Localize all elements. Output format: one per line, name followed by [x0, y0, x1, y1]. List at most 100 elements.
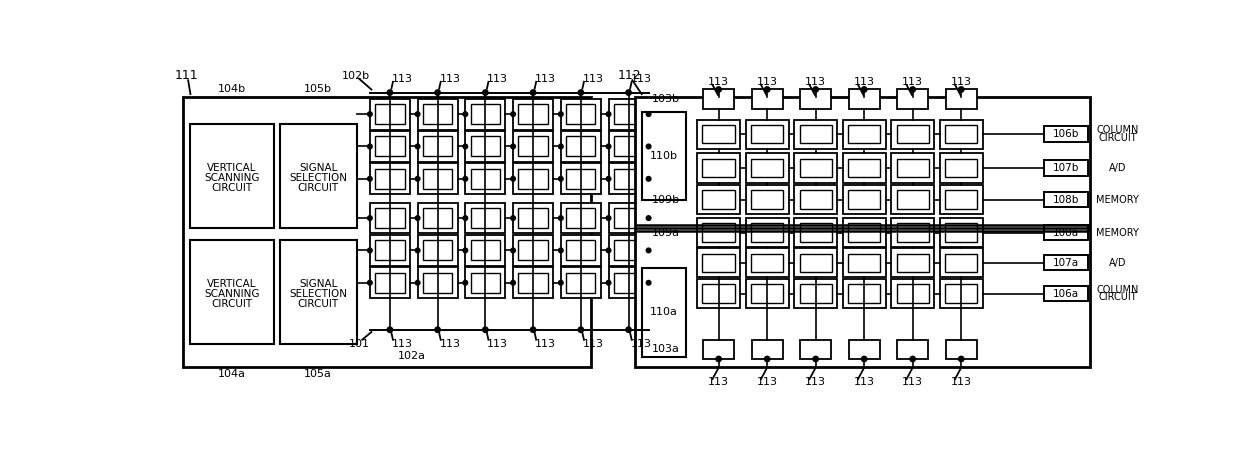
Bar: [848, 125, 880, 143]
Bar: [892, 248, 934, 277]
Text: 110a: 110a: [650, 308, 678, 318]
Bar: [423, 104, 453, 124]
Circle shape: [765, 356, 770, 361]
Bar: [892, 279, 934, 308]
Text: 108a: 108a: [1053, 228, 1079, 238]
Bar: [641, 268, 686, 356]
Bar: [892, 185, 934, 214]
Bar: [751, 254, 784, 272]
Circle shape: [910, 87, 915, 92]
Circle shape: [646, 144, 651, 149]
Text: COLUMN: COLUMN: [1096, 285, 1138, 295]
Bar: [191, 124, 274, 228]
Text: 113: 113: [487, 74, 508, 84]
Bar: [423, 240, 453, 260]
Text: 112: 112: [618, 69, 641, 82]
Bar: [191, 239, 274, 344]
Bar: [471, 104, 500, 124]
Bar: [843, 248, 885, 277]
Bar: [609, 203, 649, 234]
Bar: [940, 120, 983, 149]
Bar: [703, 125, 735, 143]
Circle shape: [606, 176, 611, 181]
Circle shape: [715, 356, 722, 361]
Circle shape: [646, 176, 651, 181]
Bar: [945, 284, 977, 303]
Bar: [800, 340, 831, 359]
Bar: [703, 191, 735, 209]
Bar: [376, 208, 404, 228]
Bar: [751, 125, 784, 143]
Text: CIRCUIT: CIRCUIT: [1099, 133, 1137, 143]
Circle shape: [511, 176, 516, 181]
Text: 113: 113: [630, 339, 651, 349]
Text: 113: 113: [951, 377, 972, 387]
Bar: [897, 191, 929, 209]
Bar: [560, 235, 601, 266]
Bar: [376, 137, 404, 156]
Bar: [465, 235, 506, 266]
Bar: [614, 169, 644, 189]
Text: 113: 113: [903, 377, 924, 387]
Bar: [697, 185, 740, 214]
Bar: [843, 218, 885, 247]
Bar: [423, 208, 453, 228]
Bar: [794, 154, 837, 183]
Bar: [376, 240, 404, 260]
Bar: [513, 131, 553, 162]
Bar: [567, 273, 595, 293]
Text: 113: 113: [583, 74, 604, 84]
Text: 113: 113: [708, 377, 729, 387]
Bar: [940, 279, 983, 308]
Text: 113: 113: [903, 77, 924, 87]
Bar: [471, 137, 500, 156]
Text: MEMORY: MEMORY: [1096, 195, 1140, 205]
Bar: [1044, 255, 1089, 271]
Circle shape: [646, 248, 651, 253]
Circle shape: [463, 112, 467, 117]
Circle shape: [511, 216, 516, 220]
Circle shape: [910, 356, 915, 361]
Circle shape: [862, 356, 867, 361]
Circle shape: [606, 248, 611, 253]
Bar: [567, 208, 595, 228]
Bar: [518, 208, 548, 228]
Circle shape: [578, 90, 584, 95]
Bar: [703, 284, 735, 303]
Text: CIRCUIT: CIRCUIT: [212, 299, 253, 309]
Circle shape: [387, 327, 393, 332]
Text: 113: 113: [805, 377, 826, 387]
Text: SIGNAL: SIGNAL: [299, 279, 337, 289]
Bar: [745, 218, 789, 247]
Bar: [518, 273, 548, 293]
Text: 105b: 105b: [304, 85, 332, 95]
Text: 113: 113: [439, 339, 460, 349]
Circle shape: [606, 216, 611, 220]
Text: 113: 113: [853, 377, 874, 387]
Text: VERTICAL: VERTICAL: [207, 279, 257, 289]
Bar: [800, 90, 831, 109]
Bar: [751, 90, 782, 109]
Bar: [614, 240, 644, 260]
Circle shape: [511, 144, 516, 149]
Text: 113: 113: [853, 77, 874, 87]
Bar: [848, 191, 880, 209]
Bar: [945, 254, 977, 272]
Text: 110b: 110b: [650, 151, 678, 161]
Bar: [945, 191, 977, 209]
Bar: [465, 267, 506, 298]
Text: 113: 113: [756, 77, 777, 87]
Bar: [560, 203, 601, 234]
Bar: [800, 284, 832, 303]
Circle shape: [463, 248, 467, 253]
Bar: [697, 120, 740, 149]
Text: CIRCUIT: CIRCUIT: [1099, 292, 1137, 303]
Bar: [418, 203, 458, 234]
Circle shape: [367, 112, 372, 117]
Bar: [745, 279, 789, 308]
Bar: [848, 159, 880, 177]
Text: 109b: 109b: [652, 195, 681, 205]
Circle shape: [387, 90, 393, 95]
Bar: [940, 248, 983, 277]
Circle shape: [862, 87, 867, 92]
